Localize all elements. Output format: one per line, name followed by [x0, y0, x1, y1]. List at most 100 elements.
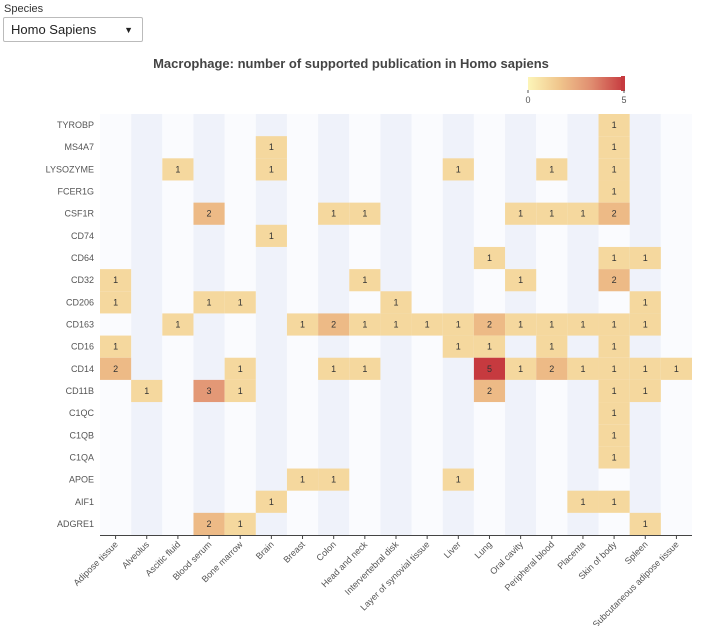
heatmap-cell[interactable]	[629, 291, 661, 314]
heatmap-cell[interactable]	[567, 313, 599, 336]
y-tick-label: C1QC	[69, 408, 95, 418]
heatmap-cell[interactable]	[567, 202, 599, 225]
heatmap-cell[interactable]	[629, 512, 661, 535]
cell-value-label: 1	[269, 497, 274, 507]
cell-value-label: 1	[580, 320, 585, 330]
heatmap-cell[interactable]	[598, 335, 630, 358]
x-tick-label: Placenta	[556, 539, 588, 571]
heatmap-cell[interactable]	[380, 313, 412, 336]
cell-value-label: 1	[238, 297, 243, 307]
heatmap-cell[interactable]	[567, 490, 599, 513]
heatmap-cell[interactable]	[505, 269, 537, 292]
heatmap-cell[interactable]	[629, 313, 661, 336]
heatmap-cell[interactable]	[629, 379, 661, 403]
heatmap-cell[interactable]	[411, 313, 443, 336]
colorbar	[528, 76, 625, 91]
y-tick-label: CD32	[71, 275, 94, 285]
heatmap-cell[interactable]	[318, 313, 350, 336]
colorbar-handle	[621, 76, 625, 91]
heatmap-cell[interactable]	[193, 291, 225, 314]
cell-value-label: 1	[580, 364, 585, 374]
heatmap-cell[interactable]	[473, 246, 506, 270]
cell-value-label: 2	[549, 364, 554, 374]
heatmap-cell[interactable]	[598, 402, 630, 425]
heatmap-cell[interactable]	[536, 313, 568, 336]
heatmap-cell[interactable]	[442, 313, 474, 336]
cell-value-label: 2	[612, 209, 617, 219]
heatmap-cell[interactable]	[505, 357, 537, 380]
heatmap-cell[interactable]	[598, 246, 630, 270]
x-tick-label: Intervertebral disk	[343, 539, 401, 597]
heatmap-cell[interactable]	[224, 357, 256, 380]
heatmap-cell[interactable]	[224, 379, 256, 403]
heatmap-cell[interactable]	[598, 313, 630, 336]
heatmap-cell[interactable]	[598, 158, 630, 181]
heatmap-cell[interactable]	[224, 291, 256, 314]
heatmap-cell[interactable]	[193, 512, 225, 535]
heatmap-cell[interactable]	[224, 512, 256, 535]
heatmap-cell[interactable]	[255, 136, 287, 159]
heatmap-cell[interactable]	[255, 158, 287, 181]
heatmap-cell[interactable]	[318, 468, 350, 491]
heatmap-cell[interactable]	[380, 291, 412, 314]
heatmap-cell[interactable]	[598, 490, 630, 513]
heatmap-cell[interactable]	[536, 158, 568, 181]
heatmap-cell[interactable]	[598, 357, 630, 380]
cell-value-label: 1	[113, 342, 118, 352]
heatmap-cell[interactable]	[473, 335, 506, 358]
heatmap-cell[interactable]	[100, 269, 132, 292]
heatmap-cell[interactable]	[349, 269, 381, 292]
heatmap-cell[interactable]	[536, 335, 568, 358]
heatmap-cell[interactable]	[286, 468, 319, 491]
cell-value-label: 1	[612, 386, 617, 396]
cell-value-label: 2	[207, 519, 212, 529]
heatmap-cell[interactable]	[536, 202, 568, 225]
heatmap-cell[interactable]	[629, 246, 661, 270]
cell-value-label: 1	[612, 187, 617, 197]
heatmap-cell[interactable]	[598, 424, 630, 447]
heatmap-cell[interactable]	[473, 357, 506, 380]
cell-value-label: 1	[612, 408, 617, 418]
heatmap-cell[interactable]	[505, 202, 537, 225]
heatmap-cell[interactable]	[255, 490, 287, 513]
cell-value-label: 1	[113, 275, 118, 285]
cell-value-label: 1	[549, 342, 554, 352]
heatmap-cell[interactable]	[318, 357, 350, 380]
heatmap-cell[interactable]	[349, 313, 381, 336]
heatmap-cell[interactable]	[100, 335, 132, 358]
heatmap-cell[interactable]	[255, 224, 287, 247]
heatmap-cell[interactable]	[442, 158, 474, 181]
heatmap-cell[interactable]	[505, 313, 537, 336]
heatmap-cell[interactable]	[598, 180, 630, 203]
heatmap-cell[interactable]	[442, 335, 474, 358]
heatmap-cell[interactable]	[131, 379, 163, 403]
heatmap-cell[interactable]	[598, 114, 630, 137]
heatmap-cell[interactable]	[629, 357, 661, 380]
cell-value-label: 1	[425, 320, 430, 330]
species-select[interactable]: Homo Sapiens ▼	[3, 17, 143, 42]
heatmap-cell[interactable]	[162, 313, 194, 336]
heatmap-cell[interactable]	[442, 468, 474, 491]
heatmap-cell[interactable]	[473, 379, 506, 403]
cell-value-label: 2	[113, 364, 118, 374]
heatmap-cell[interactable]	[193, 202, 225, 225]
cell-value-label: 1	[518, 364, 523, 374]
heatmap-cell[interactable]	[100, 357, 132, 380]
heatmap-cell[interactable]	[536, 357, 568, 380]
heatmap-cell[interactable]	[193, 379, 225, 403]
heatmap-cell[interactable]	[162, 158, 194, 181]
heatmap-cell[interactable]	[349, 202, 381, 225]
heatmap-cell[interactable]	[598, 202, 630, 225]
heatmap-cell[interactable]	[100, 291, 132, 314]
heatmap-cell[interactable]	[473, 313, 506, 336]
heatmap-cell[interactable]	[318, 202, 350, 225]
heatmap-cell[interactable]	[286, 313, 319, 336]
heatmap-cell[interactable]	[349, 357, 381, 380]
heatmap-cell[interactable]	[660, 357, 692, 380]
heatmap-cell[interactable]	[598, 269, 630, 292]
heatmap-cell[interactable]	[598, 136, 630, 159]
heatmap-cell[interactable]	[567, 357, 599, 380]
cell-value-label: 1	[331, 209, 336, 219]
heatmap-cell[interactable]	[598, 446, 630, 469]
heatmap-cell[interactable]	[598, 379, 630, 403]
